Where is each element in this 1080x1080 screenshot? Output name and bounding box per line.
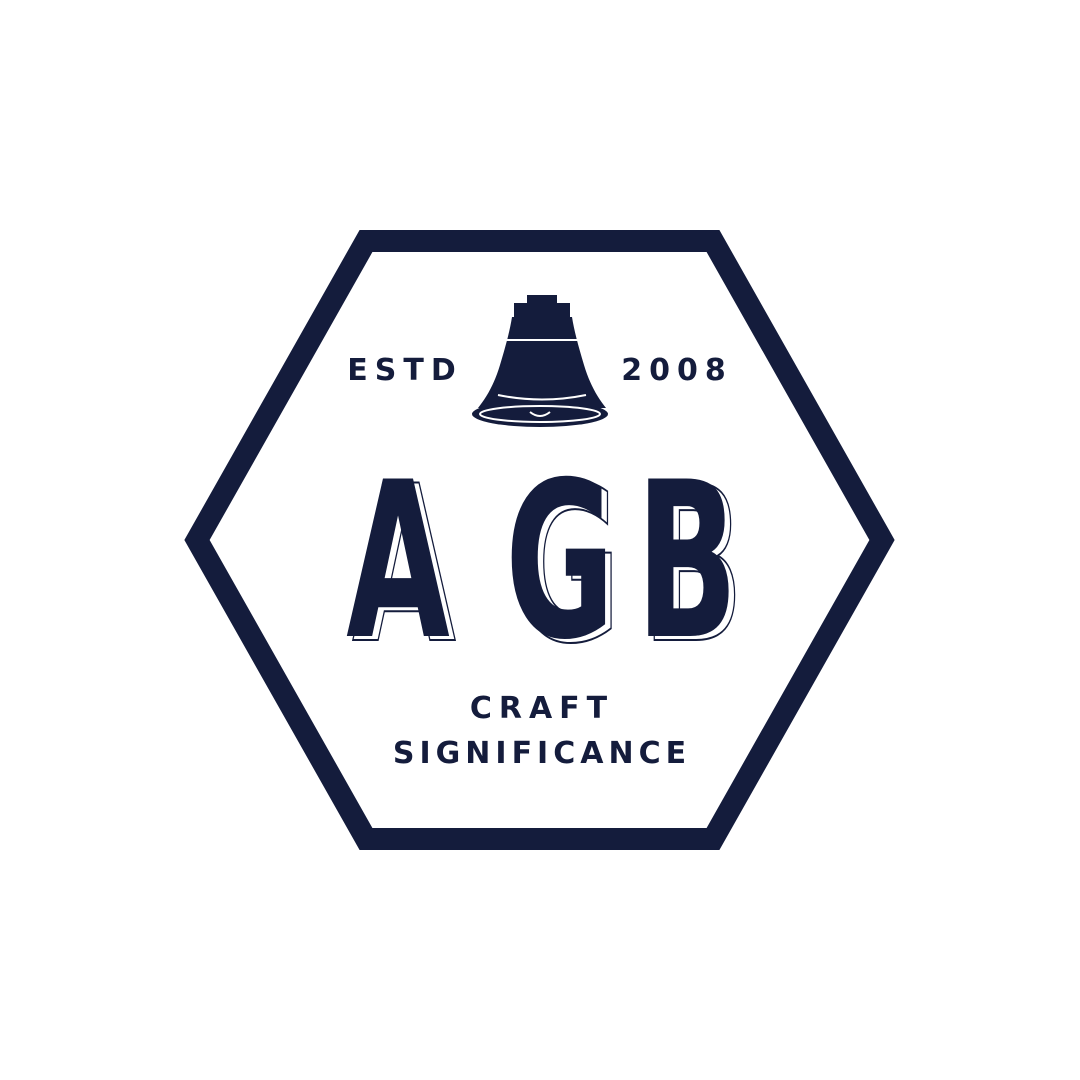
estd-label: ESTD	[347, 353, 462, 388]
tagline-line-2: SIGNIFICANCE	[393, 736, 691, 771]
bell-icon	[472, 295, 608, 427]
monogram-letter-b-shadow: B	[642, 440, 744, 691]
monogram: A A G G B B	[346, 436, 745, 692]
monogram-letter-b: B	[636, 436, 738, 687]
hexagon-frame	[184, 230, 895, 850]
established-year: 2008	[621, 353, 733, 388]
monogram-letter-g: G	[505, 436, 615, 687]
monogram-letter-g-shadow: G	[511, 440, 621, 691]
monogram-letter-a-shadow: A	[352, 440, 456, 691]
tagline-line-1: CRAFT	[470, 691, 614, 726]
monogram-letter-a: A	[346, 436, 450, 687]
